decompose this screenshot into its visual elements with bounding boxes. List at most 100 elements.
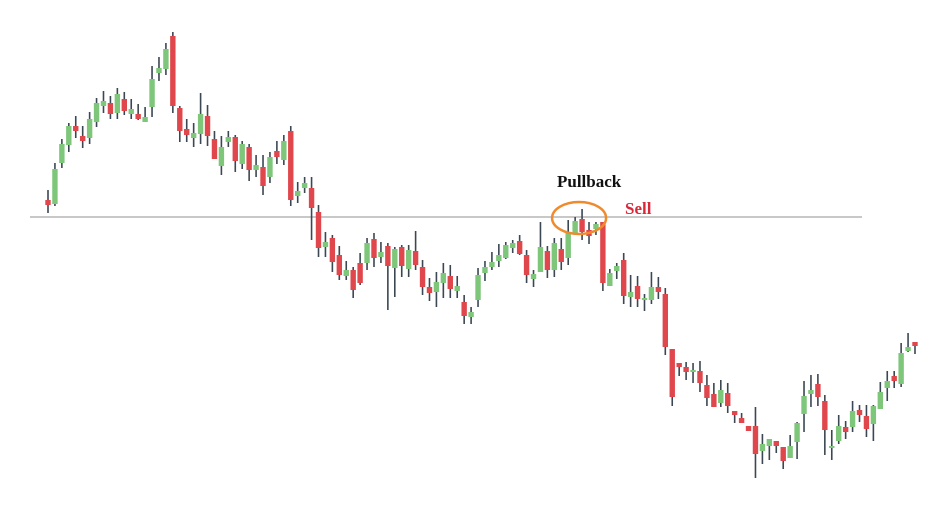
- candle-body: [627, 292, 634, 297]
- bullish-candle: [593, 222, 599, 235]
- candle-body: [329, 238, 336, 262]
- candle-body: [350, 270, 356, 290]
- candle-body: [59, 144, 65, 163]
- candle-body: [86, 119, 93, 138]
- bearish-candle: [170, 32, 176, 113]
- bearish-candle: [912, 342, 918, 354]
- bearish-candle: [336, 246, 343, 280]
- bearish-candle: [780, 447, 786, 469]
- bearish-candle: [600, 222, 606, 291]
- bullish-candle: [808, 375, 814, 407]
- bearish-candle: [523, 250, 530, 283]
- bullish-candle: [253, 155, 259, 177]
- bearish-candle: [579, 209, 585, 240]
- bearish-candle: [274, 141, 280, 164]
- bullish-candle: [66, 123, 72, 152]
- candle-body: [898, 353, 904, 384]
- candle-body: [836, 426, 842, 441]
- candle-body: [107, 103, 114, 114]
- bullish-candle: [614, 263, 620, 279]
- bearish-candle: [412, 231, 419, 270]
- bullish-candle: [690, 363, 696, 383]
- bearish-candle: [184, 119, 190, 142]
- candle-body: [170, 36, 176, 106]
- bullish-candle: [489, 252, 495, 270]
- bullish-candle: [343, 261, 349, 280]
- bearish-candle: [711, 383, 717, 407]
- bearish-candle: [107, 96, 114, 119]
- candle-body: [156, 68, 162, 73]
- bullish-candle: [503, 242, 509, 259]
- candle-body: [780, 447, 786, 461]
- candle-body: [614, 266, 620, 271]
- candle-body: [475, 275, 481, 300]
- bearish-candle: [773, 441, 779, 453]
- bullish-candle: [794, 422, 800, 459]
- candle-body: [572, 221, 578, 233]
- candle-body: [697, 371, 703, 383]
- bearish-candle: [73, 116, 79, 138]
- candle-body: [870, 406, 877, 424]
- bullish-candle: [239, 141, 245, 169]
- bullish-candle: [267, 152, 273, 183]
- bullish-candle: [607, 269, 613, 286]
- bearish-candle: [822, 395, 828, 455]
- bullish-candle: [86, 112, 93, 144]
- bullish-candle: [884, 371, 890, 401]
- candle-body: [405, 250, 412, 269]
- candle-body: [863, 416, 870, 429]
- candle-body: [357, 263, 363, 283]
- bearish-candle: [842, 421, 849, 439]
- bullish-candle: [905, 333, 911, 352]
- candle-body: [177, 108, 183, 131]
- bearish-candle: [669, 349, 675, 406]
- candle-body: [669, 349, 675, 397]
- bearish-candle: [516, 235, 523, 255]
- candle-body: [822, 401, 828, 430]
- candle-body: [648, 287, 655, 300]
- bullish-candle: [52, 163, 58, 206]
- bearish-candle: [308, 177, 315, 240]
- candle-body: [676, 363, 682, 367]
- candle-body: [891, 376, 897, 381]
- bearish-candle: [704, 375, 710, 406]
- candle-body: [704, 385, 710, 398]
- candle-body: [516, 241, 523, 254]
- bearish-candle: [447, 265, 453, 298]
- bearish-candle: [204, 105, 211, 146]
- candle-body: [489, 262, 495, 267]
- pullback-label: Pullback: [557, 172, 622, 191]
- candle-body: [558, 249, 564, 262]
- candle-body: [530, 274, 537, 279]
- bullish-candle: [281, 135, 287, 165]
- candle-body: [815, 384, 821, 397]
- candle-body: [392, 249, 398, 268]
- candle-body: [294, 191, 301, 196]
- bearish-candle: [329, 235, 336, 272]
- candle-body: [593, 224, 599, 229]
- candle-body: [301, 183, 308, 188]
- bearish-candle: [357, 253, 363, 285]
- bullish-candle: [801, 381, 807, 432]
- pullback-highlight-ellipse: [550, 200, 608, 236]
- candle-body: [454, 286, 460, 291]
- candle-body: [73, 126, 79, 131]
- candle-body: [128, 109, 134, 114]
- bearish-candle: [246, 144, 252, 181]
- bearish-candle: [288, 126, 294, 206]
- candle-body: [849, 411, 856, 427]
- candle-body: [142, 117, 148, 122]
- bearish-candle: [634, 276, 641, 307]
- bullish-candle: [510, 240, 516, 253]
- bullish-candle: [218, 136, 225, 175]
- candle-body: [419, 267, 426, 287]
- candle-body: [267, 157, 273, 177]
- bullish-candle: [59, 139, 65, 168]
- candle-body: [496, 255, 502, 261]
- bullish-candle: [433, 272, 440, 307]
- bullish-candle: [551, 238, 558, 277]
- candle-body: [163, 49, 169, 69]
- bearish-candle: [683, 362, 689, 380]
- candle-body: [197, 114, 204, 134]
